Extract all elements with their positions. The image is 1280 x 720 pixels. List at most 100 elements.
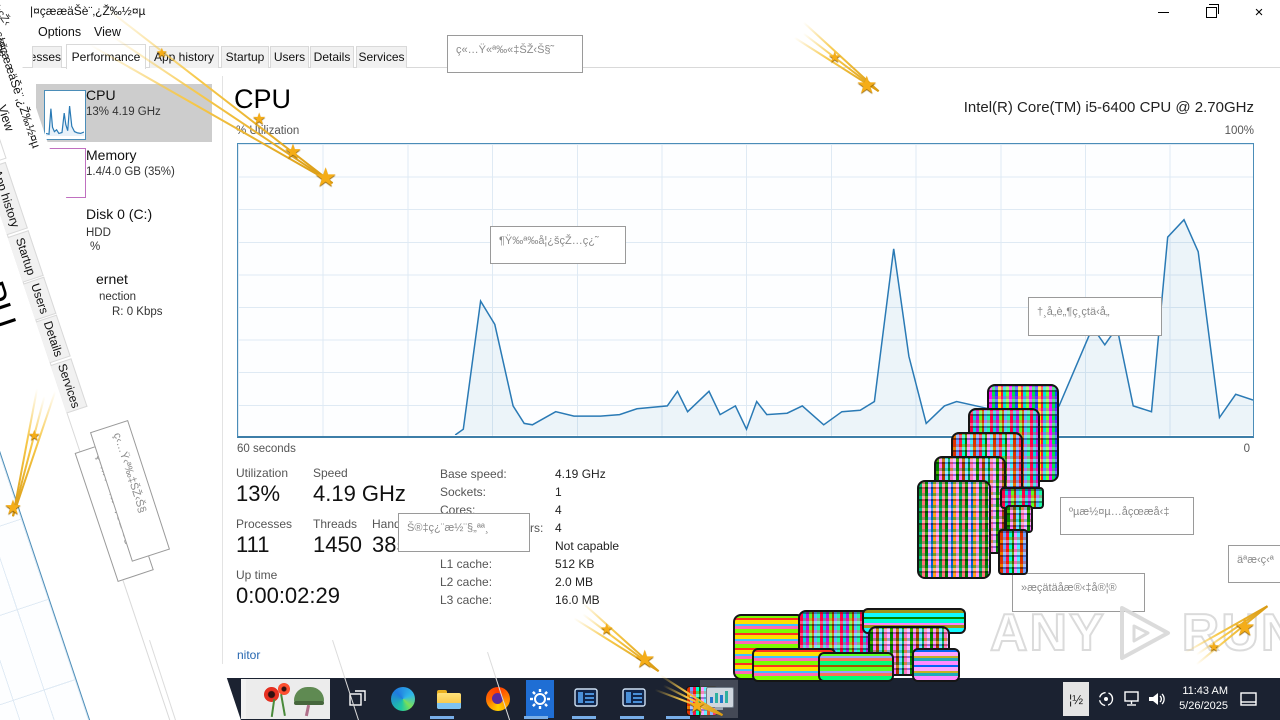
stat-utilization-label: Utilization: [236, 466, 289, 480]
action-center-icon: [1240, 691, 1257, 706]
tab-details[interactable]: Details: [310, 46, 354, 68]
stat-uptime-label: Up time: [236, 568, 278, 582]
cpu-utilization-chart: [237, 143, 1254, 438]
helmet-strap: [304, 704, 311, 717]
ghost-tab-users: Users: [23, 276, 57, 321]
task-view-button[interactable]: [346, 686, 370, 710]
glitch-noise-tile: [917, 480, 991, 579]
firefox-icon: [486, 687, 510, 711]
sidebar-memory-title[interactable]: Memory: [86, 147, 137, 163]
tab-performance[interactable]: Performance: [66, 44, 146, 69]
restore-button[interactable]: [1188, 0, 1234, 24]
star-icon: ★: [688, 695, 706, 717]
taskbar-clock[interactable]: 11:43 AM 5/26/2025: [1160, 684, 1228, 714]
stat-speed-label: Speed: [313, 466, 348, 480]
sidebar-ethernet-title[interactable]: ernet: [96, 271, 128, 287]
stat-speed-value: 4.19 GHz: [313, 481, 406, 506]
update-icon: [1098, 691, 1114, 707]
close-button[interactable]: ×: [1236, 0, 1280, 24]
window-title: |¤çææäŠè¨‚¿Ž‰½¤µ: [30, 4, 146, 18]
tab-processes[interactable]: Processes: [32, 46, 62, 68]
menu-options[interactable]: Options: [38, 25, 82, 39]
stat-l2-value: 2.0 MB: [555, 575, 594, 589]
speaker-icon: [1149, 693, 1165, 705]
glitch-tooltip: ¶Ÿ‰ª‰å¦¿šçŽ…ç¿˜: [490, 226, 626, 264]
update-tray-button[interactable]: [1096, 689, 1116, 709]
anyrun-play-logo: [1119, 606, 1170, 660]
resource-monitor-link[interactable]: nitor: [237, 648, 261, 662]
file-explorer-icon: [437, 689, 461, 709]
taskbar-active-underline: [620, 716, 644, 719]
language-indicator[interactable]: ¦½: [1063, 682, 1089, 716]
star-icon: ★: [1234, 614, 1256, 641]
glitch-noise-tile: [998, 529, 1028, 575]
volume-tray-button[interactable]: [1146, 688, 1168, 710]
clock-date: 5/26/2025: [1179, 699, 1228, 712]
tab-users[interactable]: Users: [270, 46, 309, 68]
tab-services[interactable]: Services: [356, 46, 407, 68]
glitch-tooltip: ç«…Ÿ«ª‰«‡ŠŽ‹Š§˜: [447, 35, 583, 73]
file-explorer-button[interactable]: [436, 687, 462, 711]
tab-app-history[interactable]: App history: [149, 46, 219, 68]
glitch-tooltip: ºµæ½¤µ…åçœæå‹‡: [1060, 497, 1194, 535]
poppy-flower-icon: [278, 683, 290, 695]
glitch-tooltip: äªæ‹ç‹ª: [1228, 545, 1280, 583]
star-icon: ★: [4, 497, 22, 519]
network-icon: [1124, 691, 1139, 706]
menu-view[interactable]: View: [94, 25, 121, 39]
stat-threads-value: 1450: [313, 532, 362, 557]
taskbar-active-underline: [666, 716, 690, 719]
sidebar-cpu-sub: 13% 4.19 GHz: [86, 106, 161, 118]
minimize-button[interactable]: [1140, 0, 1186, 24]
star-icon: ★: [156, 45, 168, 60]
stat-logical-value: 4: [555, 521, 562, 535]
clock-time: 11:43 AM: [1182, 685, 1228, 697]
x-left-label: 60 seconds: [237, 443, 296, 455]
ghost-tab-startup: Startup: [7, 230, 44, 283]
firefox-button[interactable]: [485, 686, 511, 712]
tab-startup[interactable]: Startup: [221, 46, 269, 68]
settings-button[interactable]: [526, 680, 554, 718]
ghost-tab-app-history: App history: [0, 161, 28, 236]
edge-button[interactable]: [390, 686, 416, 712]
taskbar-active-underline: [430, 716, 454, 719]
stat-virtualization-value: Not capable: [555, 539, 620, 553]
app-window-button[interactable]: [622, 688, 646, 708]
action-center-button[interactable]: [1238, 689, 1260, 709]
sidebar-divider: [222, 76, 223, 664]
sidebar-disk-pct: %: [90, 241, 101, 253]
watermark-text-any: ANY: [989, 603, 1106, 663]
cpu-mini-chart: [44, 90, 86, 140]
start-button-theme-tile[interactable]: [246, 679, 330, 719]
anyrun-watermark: ANY RUN: [989, 602, 1280, 664]
taskbar-start-separator: [241, 679, 246, 719]
glitch-noise-tile: [818, 652, 894, 682]
cpu-model: Intel(R) Core(TM) i5-6400 CPU @ 2.70GHz: [963, 99, 1254, 116]
helmet-icon: [294, 687, 324, 704]
ghost-tab-details: Details: [35, 314, 71, 364]
stat-cores-value: 4: [555, 503, 562, 517]
app-window-button[interactable]: [574, 688, 598, 708]
star-icon: ★: [28, 427, 41, 443]
stat-sockets-value: 1: [555, 485, 562, 499]
sidebar-disk-type: HDD: [86, 227, 111, 239]
task-manager-icon: [706, 687, 734, 711]
minimize-icon: [1157, 11, 1169, 13]
taskbar-active-underline: [572, 716, 596, 719]
stat-l1-value: 512 KB: [555, 557, 595, 571]
stat-l1-label: L1 cache:: [440, 557, 493, 571]
glitch-tooltip: »æçätäåæ®‹‡å®¦®: [1012, 573, 1145, 612]
restore-icon: [1205, 3, 1219, 18]
ghost-tab-services: Services: [50, 358, 88, 414]
network-tray-button[interactable]: [1122, 689, 1144, 709]
ghost-menu-view: View: [0, 103, 17, 134]
app-window-icon: [622, 688, 646, 707]
sidebar-memory-sub: 1.4/4.0 GB (35%): [86, 166, 175, 178]
edge-icon: [391, 687, 415, 711]
star-icon: ★: [856, 72, 878, 99]
stat-l3-value: 16.0 MB: [555, 593, 600, 607]
glitch-noise-tile: [912, 648, 960, 682]
sidebar-disk-title[interactable]: Disk 0 (C:): [86, 206, 153, 222]
y-max-label: 100%: [1224, 125, 1254, 137]
